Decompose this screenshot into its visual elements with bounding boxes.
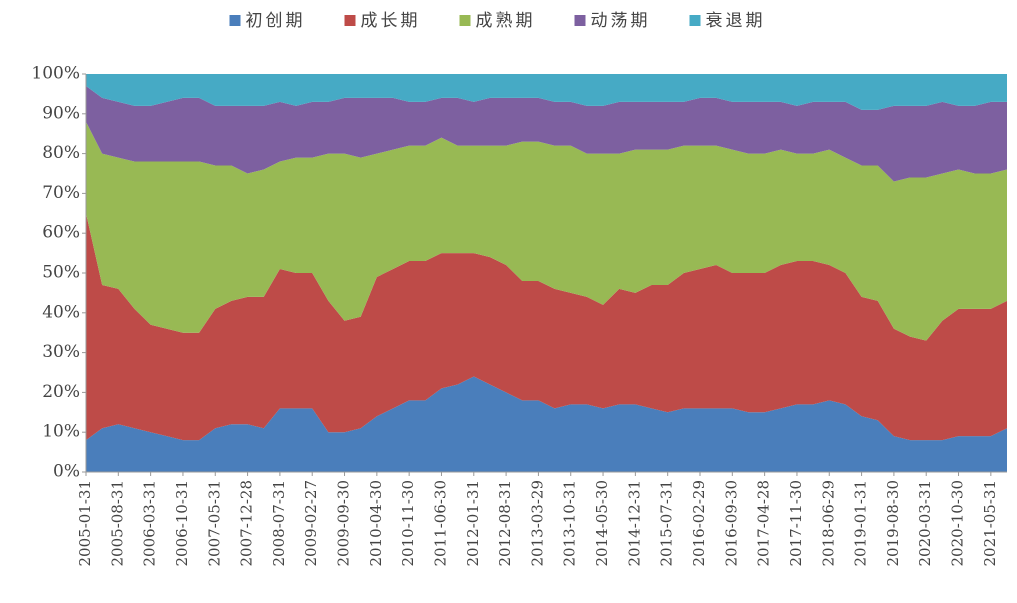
x-tick-label: 2020-10-30	[949, 480, 967, 566]
y-tick-label: 100%	[31, 64, 80, 84]
area	[86, 74, 1007, 110]
legend-swatch	[459, 15, 471, 26]
x-tick-label: 2012-01-31	[464, 480, 482, 566]
y-tick-label: 70%	[42, 183, 80, 203]
x-tick-label: 2011-06-30	[431, 480, 449, 566]
x-tick-label: 2019-01-31	[852, 480, 870, 566]
x-tick-label: 2010-04-30	[367, 480, 385, 566]
x-tick-label: 2013-03-29	[528, 480, 546, 566]
y-tick-label: 30%	[42, 342, 80, 362]
y-tick-label: 10%	[42, 422, 80, 442]
x-tick-label: 2018-06-29	[819, 480, 837, 566]
x-tick-label: 2005-01-31	[76, 480, 94, 566]
area	[86, 213, 1007, 441]
legend-swatch	[689, 15, 701, 26]
x-tick-label: 2014-12-31	[625, 480, 643, 566]
x-tick-label: 2009-02-27	[302, 480, 320, 566]
x-tick-label: 2006-03-31	[141, 480, 159, 566]
x-tick-label: 2019-08-30	[884, 480, 902, 566]
x-tick-label: 2007-12-28	[238, 480, 256, 566]
legend-label: 衰退期	[706, 11, 766, 31]
y-tick-label: 60%	[42, 223, 80, 243]
legend-label: 初创期	[246, 11, 306, 31]
x-tick-label: 2013-10-31	[561, 480, 579, 566]
x-tick-label: 2005-08-31	[108, 480, 126, 566]
x-tick-label: 2008-07-31	[270, 480, 288, 566]
legend-swatch	[344, 15, 356, 26]
area	[86, 85, 1007, 182]
y-tick-label: 40%	[42, 302, 80, 322]
x-tick-label: 2009-09-30	[335, 480, 353, 566]
x-tick-label: 2006-10-31	[173, 480, 191, 566]
legend-label: 成长期	[361, 11, 421, 31]
x-tick-label: 2016-09-30	[722, 480, 740, 566]
legend-label: 成熟期	[476, 10, 536, 31]
y-tick-label: 90%	[42, 103, 80, 123]
x-tick-label: 2007-05-31	[205, 480, 223, 566]
x-tick-label: 2020-03-31	[916, 480, 934, 566]
y-tick-label: 50%	[42, 263, 80, 283]
x-tick-label: 2014-05-30	[593, 480, 611, 566]
area	[86, 121, 1007, 341]
y-tick-label: 0%	[53, 462, 80, 482]
x-tick-label: 2021-05-31	[981, 480, 999, 566]
x-tick-label: 2017-11-30	[787, 480, 805, 566]
x-tick-label: 2012-08-31	[496, 480, 514, 566]
legend-swatch	[574, 15, 586, 26]
y-tick-label: 20%	[42, 382, 80, 402]
x-tick-label: 2010-11-30	[399, 480, 417, 566]
area	[86, 376, 1007, 472]
x-tick-label: 2016-02-29	[690, 480, 708, 566]
legend-label: 动荡期	[591, 11, 651, 31]
y-tick-label: 80%	[42, 143, 80, 163]
legend-swatch	[229, 15, 241, 26]
x-tick-label: 2017-04-28	[755, 480, 773, 566]
x-tick-label: 2015-07-31	[658, 480, 676, 566]
